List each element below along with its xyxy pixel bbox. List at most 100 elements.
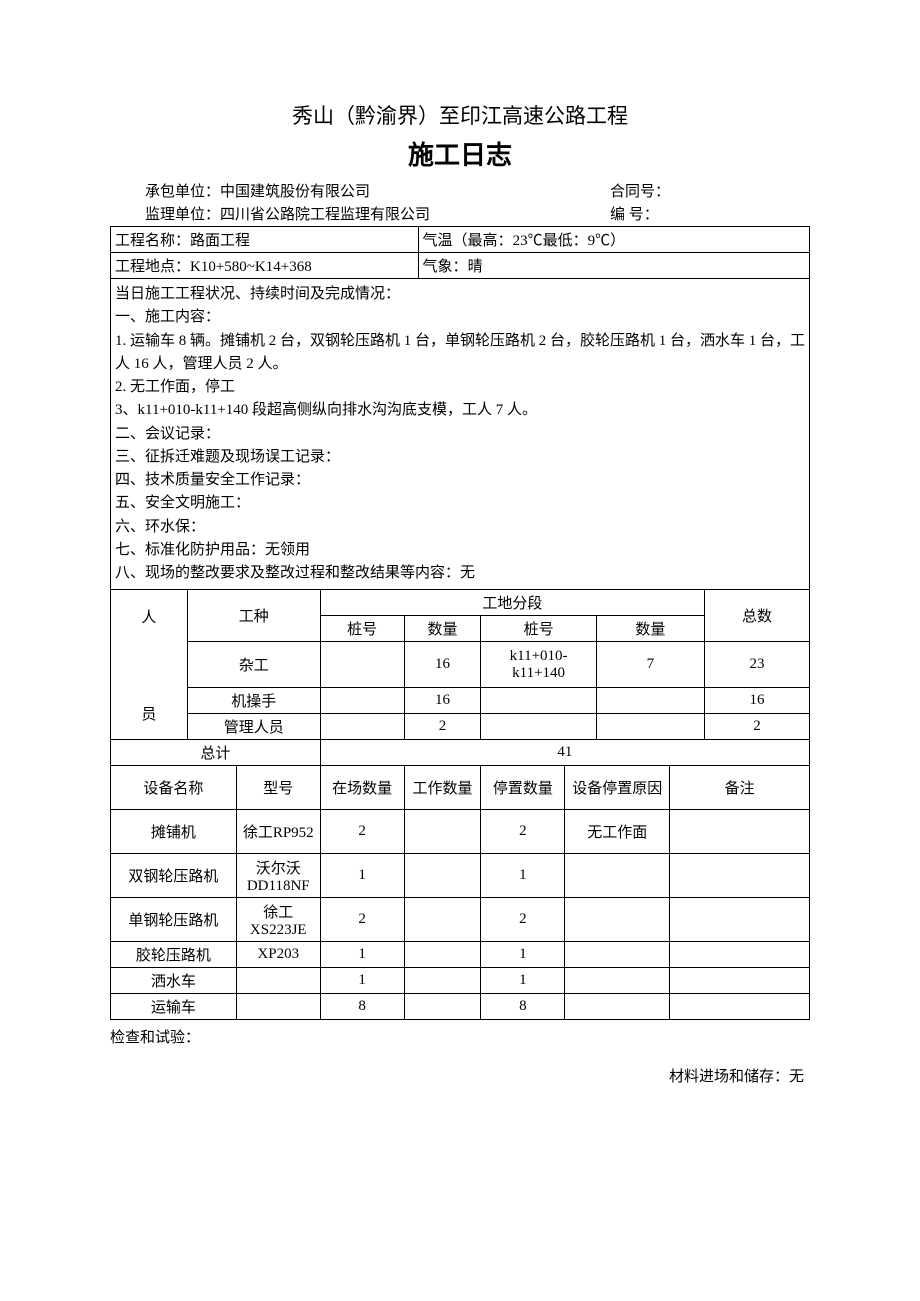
- p-qty2: [596, 688, 704, 714]
- e-onsite: 2: [320, 898, 404, 942]
- p-stake1: [320, 714, 404, 740]
- table-row: 当日施工工程状况、持续时间及完成情况： 一、施工内容： 1. 运输车 8 辆。摊…: [111, 279, 810, 590]
- e-idle: 1: [481, 968, 565, 994]
- p-total: 16: [705, 688, 810, 714]
- weather-label: 气象：: [423, 259, 468, 275]
- serial-no-label: 编 号：: [610, 207, 659, 223]
- e-onsite: 8: [320, 994, 404, 1020]
- e-working: [404, 854, 481, 898]
- temperature-cell: 气温（最高：23℃最低：9℃）: [418, 227, 809, 253]
- supervisor-value: 四川省公路院工程监理有限公司: [220, 207, 430, 223]
- e-name: 单钢轮压路机: [111, 898, 237, 942]
- p-qty1: 16: [404, 642, 481, 688]
- p-section-header: 工地分段: [320, 590, 704, 616]
- title-main: 秀山（黔渝界）至印江高速公路工程: [110, 100, 810, 130]
- p-yuan: 员: [111, 688, 188, 740]
- e-remark: [670, 810, 810, 854]
- project-name-cell: 工程名称：路面工程: [111, 227, 419, 253]
- e-model: [236, 968, 320, 994]
- p-stake2: k11+010-k11+140: [481, 642, 596, 688]
- p-stake-header2: 桩号: [481, 616, 596, 642]
- e-idle: 1: [481, 942, 565, 968]
- p-stake-header: 桩号: [320, 616, 404, 642]
- e-onsite-header: 在场数量: [320, 766, 404, 810]
- project-location-cell: 工程地点：K10+580~K14+368: [111, 253, 419, 279]
- e-working: [404, 898, 481, 942]
- footer-left: 检查和试验：: [110, 1026, 810, 1047]
- e-remark: [670, 968, 810, 994]
- e-reason: [565, 942, 670, 968]
- e-reason: [565, 994, 670, 1020]
- content-cell: 当日施工工程状况、持续时间及完成情况： 一、施工内容： 1. 运输车 8 辆。摊…: [111, 279, 810, 590]
- e-onsite: 2: [320, 810, 404, 854]
- content-l1: 1. 运输车 8 辆。摊铺机 2 台，双钢轮压路机 1 台，单钢轮压路机 2 台…: [115, 330, 805, 377]
- e-name: 双钢轮压路机: [111, 854, 237, 898]
- e-name: 运输车: [111, 994, 237, 1020]
- table-row: 胶轮压路机 XP203 1 1: [111, 942, 810, 968]
- footer-right: 材料进场和储存：无: [110, 1065, 810, 1086]
- p-type: 管理人员: [187, 714, 320, 740]
- e-model: XP203: [236, 942, 320, 968]
- e-reason-header: 设备停置原因: [565, 766, 670, 810]
- table-row: 管理人员 2 2: [111, 714, 810, 740]
- p-sum-value: 41: [320, 740, 809, 766]
- e-idle: 2: [481, 898, 565, 942]
- content-s8: 八、现场的整改要求及整改过程和整改结果等内容：无: [115, 562, 805, 585]
- table-row: 员 机操手 16 16: [111, 688, 810, 714]
- table-row: 总计 41: [111, 740, 810, 766]
- table-row: 洒水车 1 1: [111, 968, 810, 994]
- content-s5: 五、安全文明施工：: [115, 492, 805, 515]
- contract-no-label: 合同号：: [610, 184, 670, 200]
- e-remark: [670, 994, 810, 1020]
- content-s1: 一、施工内容：: [115, 306, 805, 329]
- p-ren: 人: [111, 590, 188, 642]
- e-remark-header: 备注: [670, 766, 810, 810]
- table-row: 工程名称：路面工程 气温（最高：23℃最低：9℃）: [111, 227, 810, 253]
- project-location-value: K10+580~K14+368: [190, 259, 312, 275]
- p-qty2: [596, 714, 704, 740]
- info-table: 工程名称：路面工程 气温（最高：23℃最低：9℃） 工程地点：K10+580~K…: [110, 226, 810, 590]
- title-sub: 施工日志: [110, 135, 810, 172]
- temperature-low: 9℃: [588, 233, 611, 249]
- content-s3: 三、征拆迁难题及现场误工记录：: [115, 446, 805, 469]
- p-total-header: 总数: [705, 590, 810, 642]
- e-working: [404, 810, 481, 854]
- e-remark: [670, 942, 810, 968]
- table-row: 设备名称 型号 在场数量 工作数量 停置数量 设备停置原因 备注: [111, 766, 810, 810]
- contractor-value: 中国建筑股份有限公司: [220, 184, 370, 200]
- e-name: 洒水车: [111, 968, 237, 994]
- table-row: 杂工 16 k11+010-k11+140 7 23: [111, 642, 810, 688]
- content-l2: 2. 无工作面，停工: [115, 376, 805, 399]
- e-working: [404, 942, 481, 968]
- p-qty1: 16: [404, 688, 481, 714]
- e-idle: 2: [481, 810, 565, 854]
- table-row: 单钢轮压路机 徐工XS223JE 2 2: [111, 898, 810, 942]
- e-model: [236, 994, 320, 1020]
- content-heading: 当日施工工程状况、持续时间及完成情况：: [115, 283, 805, 306]
- e-remark: [670, 854, 810, 898]
- e-model: 徐工XS223JE: [236, 898, 320, 942]
- e-name-header: 设备名称: [111, 766, 237, 810]
- e-onsite: 1: [320, 968, 404, 994]
- e-model-header: 型号: [236, 766, 320, 810]
- temperature-mid: 最低：: [543, 233, 588, 249]
- table-row: 运输车 8 8: [111, 994, 810, 1020]
- p-type: 杂工: [187, 642, 320, 688]
- temperature-label: 气温（最高：: [423, 233, 513, 249]
- e-model: 徐工RP952: [236, 810, 320, 854]
- content-l3: 3、k11+010-k11+140 段超高侧纵向排水沟沟底支模，工人 7 人。: [115, 399, 805, 422]
- e-reason: 无工作面: [565, 810, 670, 854]
- contractor-label: 承包单位：: [145, 184, 220, 200]
- table-row: 工程地点：K10+580~K14+368 气象：晴: [111, 253, 810, 279]
- header-supervisor-row: 监理单位：四川省公路院工程监理有限公司 编 号：: [110, 203, 810, 224]
- e-working: [404, 968, 481, 994]
- e-idle: 8: [481, 994, 565, 1020]
- p-stake1: [320, 642, 404, 688]
- weather-cell: 气象：晴: [418, 253, 809, 279]
- temperature-close: ）: [610, 233, 625, 249]
- content-s4: 四、技术质量安全工作记录：: [115, 469, 805, 492]
- p-type-header: 工种: [187, 590, 320, 642]
- content-s7: 七、标准化防护用品：无领用: [115, 539, 805, 562]
- p-total: 23: [705, 642, 810, 688]
- e-onsite: 1: [320, 854, 404, 898]
